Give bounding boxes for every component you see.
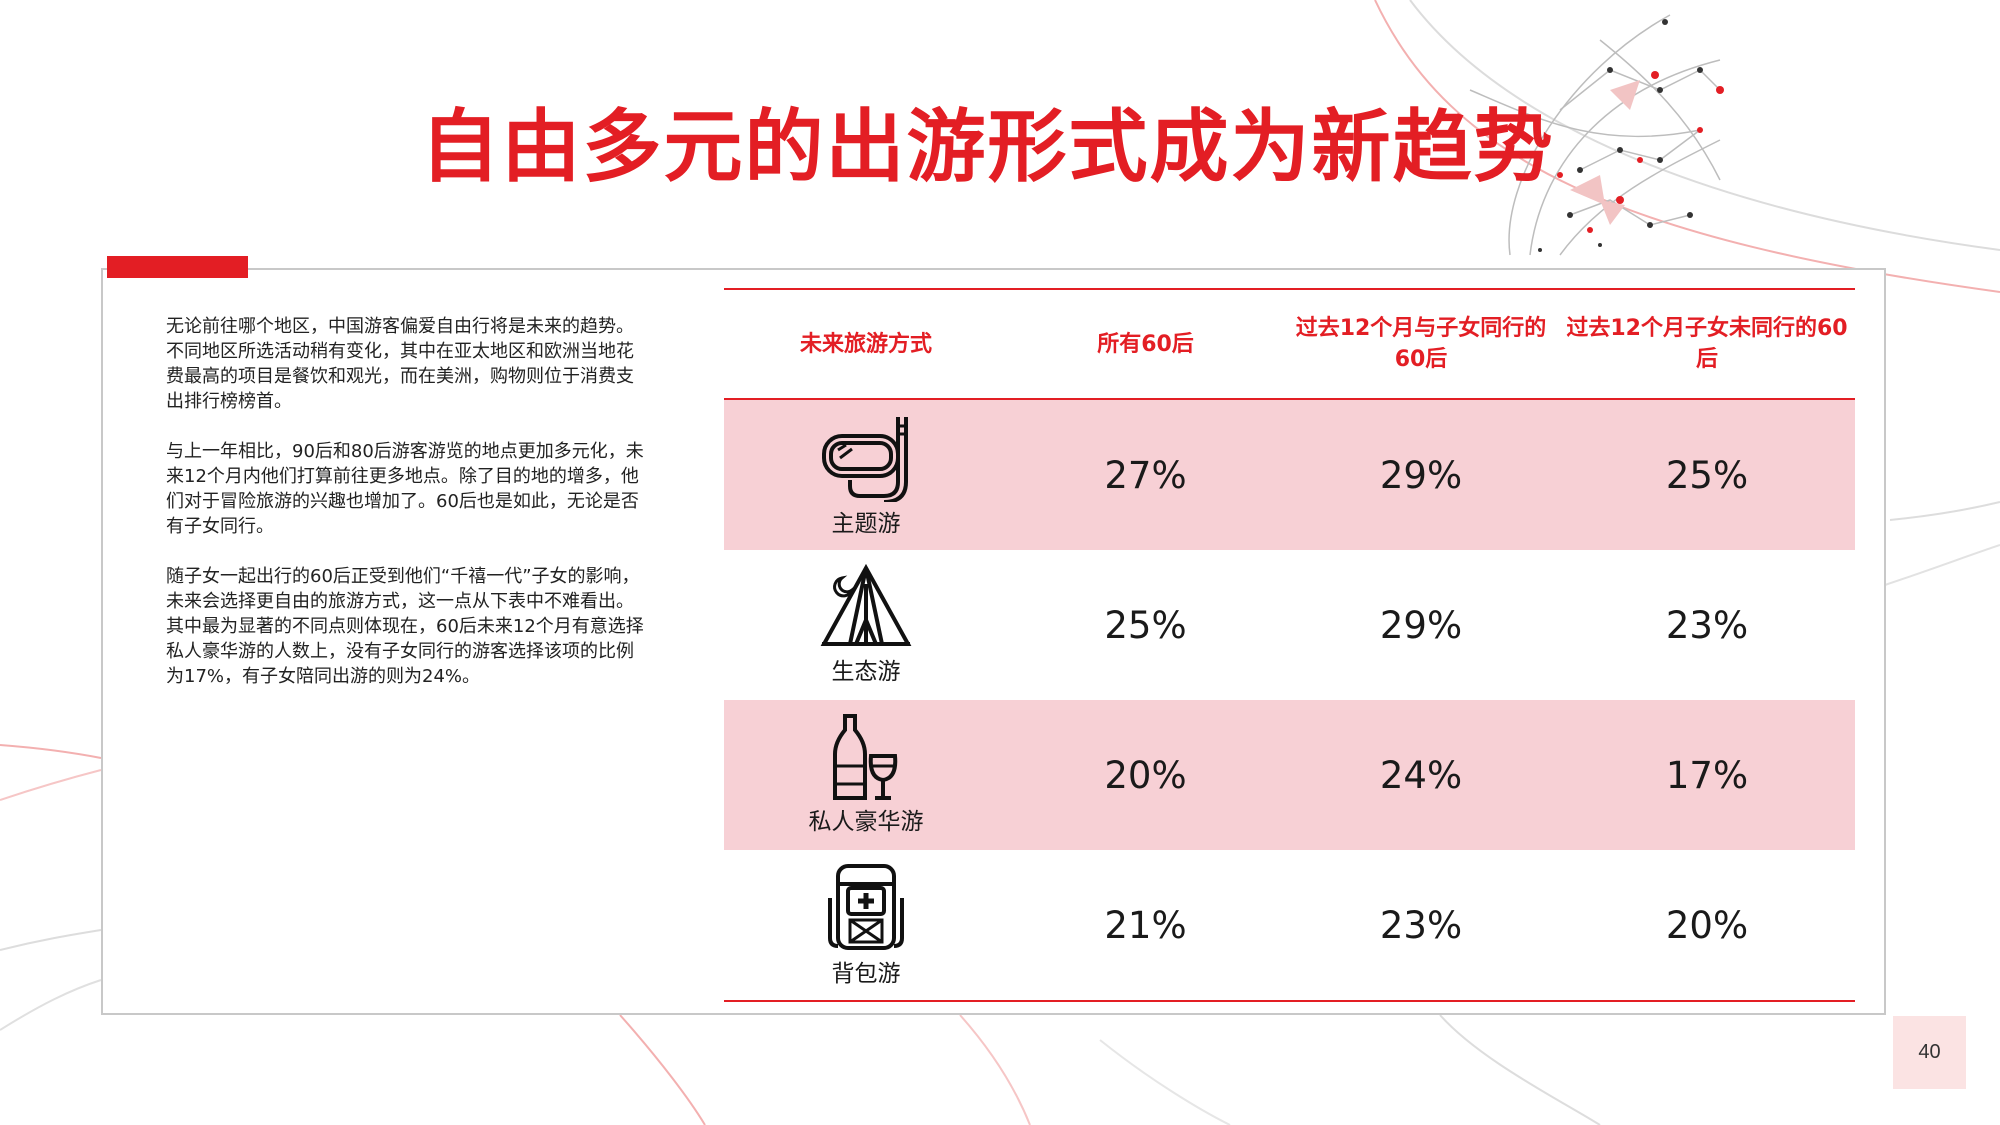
- value-without-children: 20%: [1665, 903, 1749, 947]
- paragraph-2: 与上一年相比，90后和80后游客游览的地点更加多元化，未来12个月内他们打算前往…: [166, 441, 644, 537]
- header-without-children: 过去12个月子女未同行的60后: [1566, 316, 1848, 372]
- content-panel: [101, 268, 1886, 1015]
- row-label: 背包游: [831, 961, 901, 987]
- row-label: 私人豪华游: [808, 809, 924, 835]
- value-with-children: 29%: [1379, 453, 1463, 497]
- backpack-icon: [828, 864, 904, 950]
- body-text: 无论前往哪个地区，中国游客偏爱自由行将是未来的趋势。不同地区所选活动稍有变化，其…: [166, 314, 644, 714]
- value-without-children: 23%: [1665, 603, 1749, 647]
- value-all-60s: 27%: [1104, 453, 1187, 497]
- table-header-rule: [724, 398, 1855, 400]
- header-travel-mode: 未来旅游方式: [799, 331, 932, 357]
- paragraph-1: 无论前往哪个地区，中国游客偏爱自由行将是未来的趋势。不同地区所选活动稍有变化，其…: [166, 316, 634, 412]
- table-row: 生态游 25% 29% 23%: [724, 550, 1855, 700]
- wine-icon: [833, 714, 898, 800]
- value-with-children: 24%: [1379, 753, 1463, 797]
- value-all-60s: 21%: [1104, 903, 1187, 947]
- value-with-children: 23%: [1379, 903, 1463, 947]
- row-label: 主题游: [831, 511, 901, 537]
- header-all-60s: 所有60后: [1097, 331, 1194, 357]
- value-with-children: 29%: [1379, 603, 1463, 647]
- table-row: 私人豪华游 20% 24% 17%: [724, 700, 1855, 850]
- diving-mask-icon: [822, 417, 908, 502]
- table-header-row: 未来旅游方式 所有60后 过去12个月与子女同行的60后 过去12个月子女未同行…: [724, 290, 1855, 398]
- table-row: 背包游 21% 23% 20%: [724, 850, 1855, 1000]
- value-all-60s: 20%: [1104, 753, 1187, 797]
- table-row: 主题游 27% 29% 25%: [724, 400, 1855, 550]
- page-title: 自由多元的出游形式成为新趋势: [420, 101, 1555, 193]
- accent-tab: [107, 256, 248, 278]
- table-top-rule: [724, 288, 1855, 290]
- table-bottom-rule: [724, 1000, 1855, 1002]
- paragraph-3: 随子女一起出行的60后正受到他们“千禧一代”子女的影响，未来会选择更自由的旅游方…: [166, 566, 644, 687]
- row-label: 生态游: [831, 659, 901, 685]
- value-without-children: 17%: [1665, 753, 1749, 797]
- page-number: 40: [1893, 1016, 1966, 1089]
- value-all-60s: 25%: [1104, 603, 1187, 647]
- header-with-children: 过去12个月与子女同行的60后: [1295, 316, 1547, 372]
- value-without-children: 25%: [1665, 453, 1749, 497]
- tent-icon: [820, 564, 912, 646]
- travel-mode-table: 未来旅游方式 所有60后 过去12个月与子女同行的60后 过去12个月子女未同行…: [724, 288, 1855, 1002]
